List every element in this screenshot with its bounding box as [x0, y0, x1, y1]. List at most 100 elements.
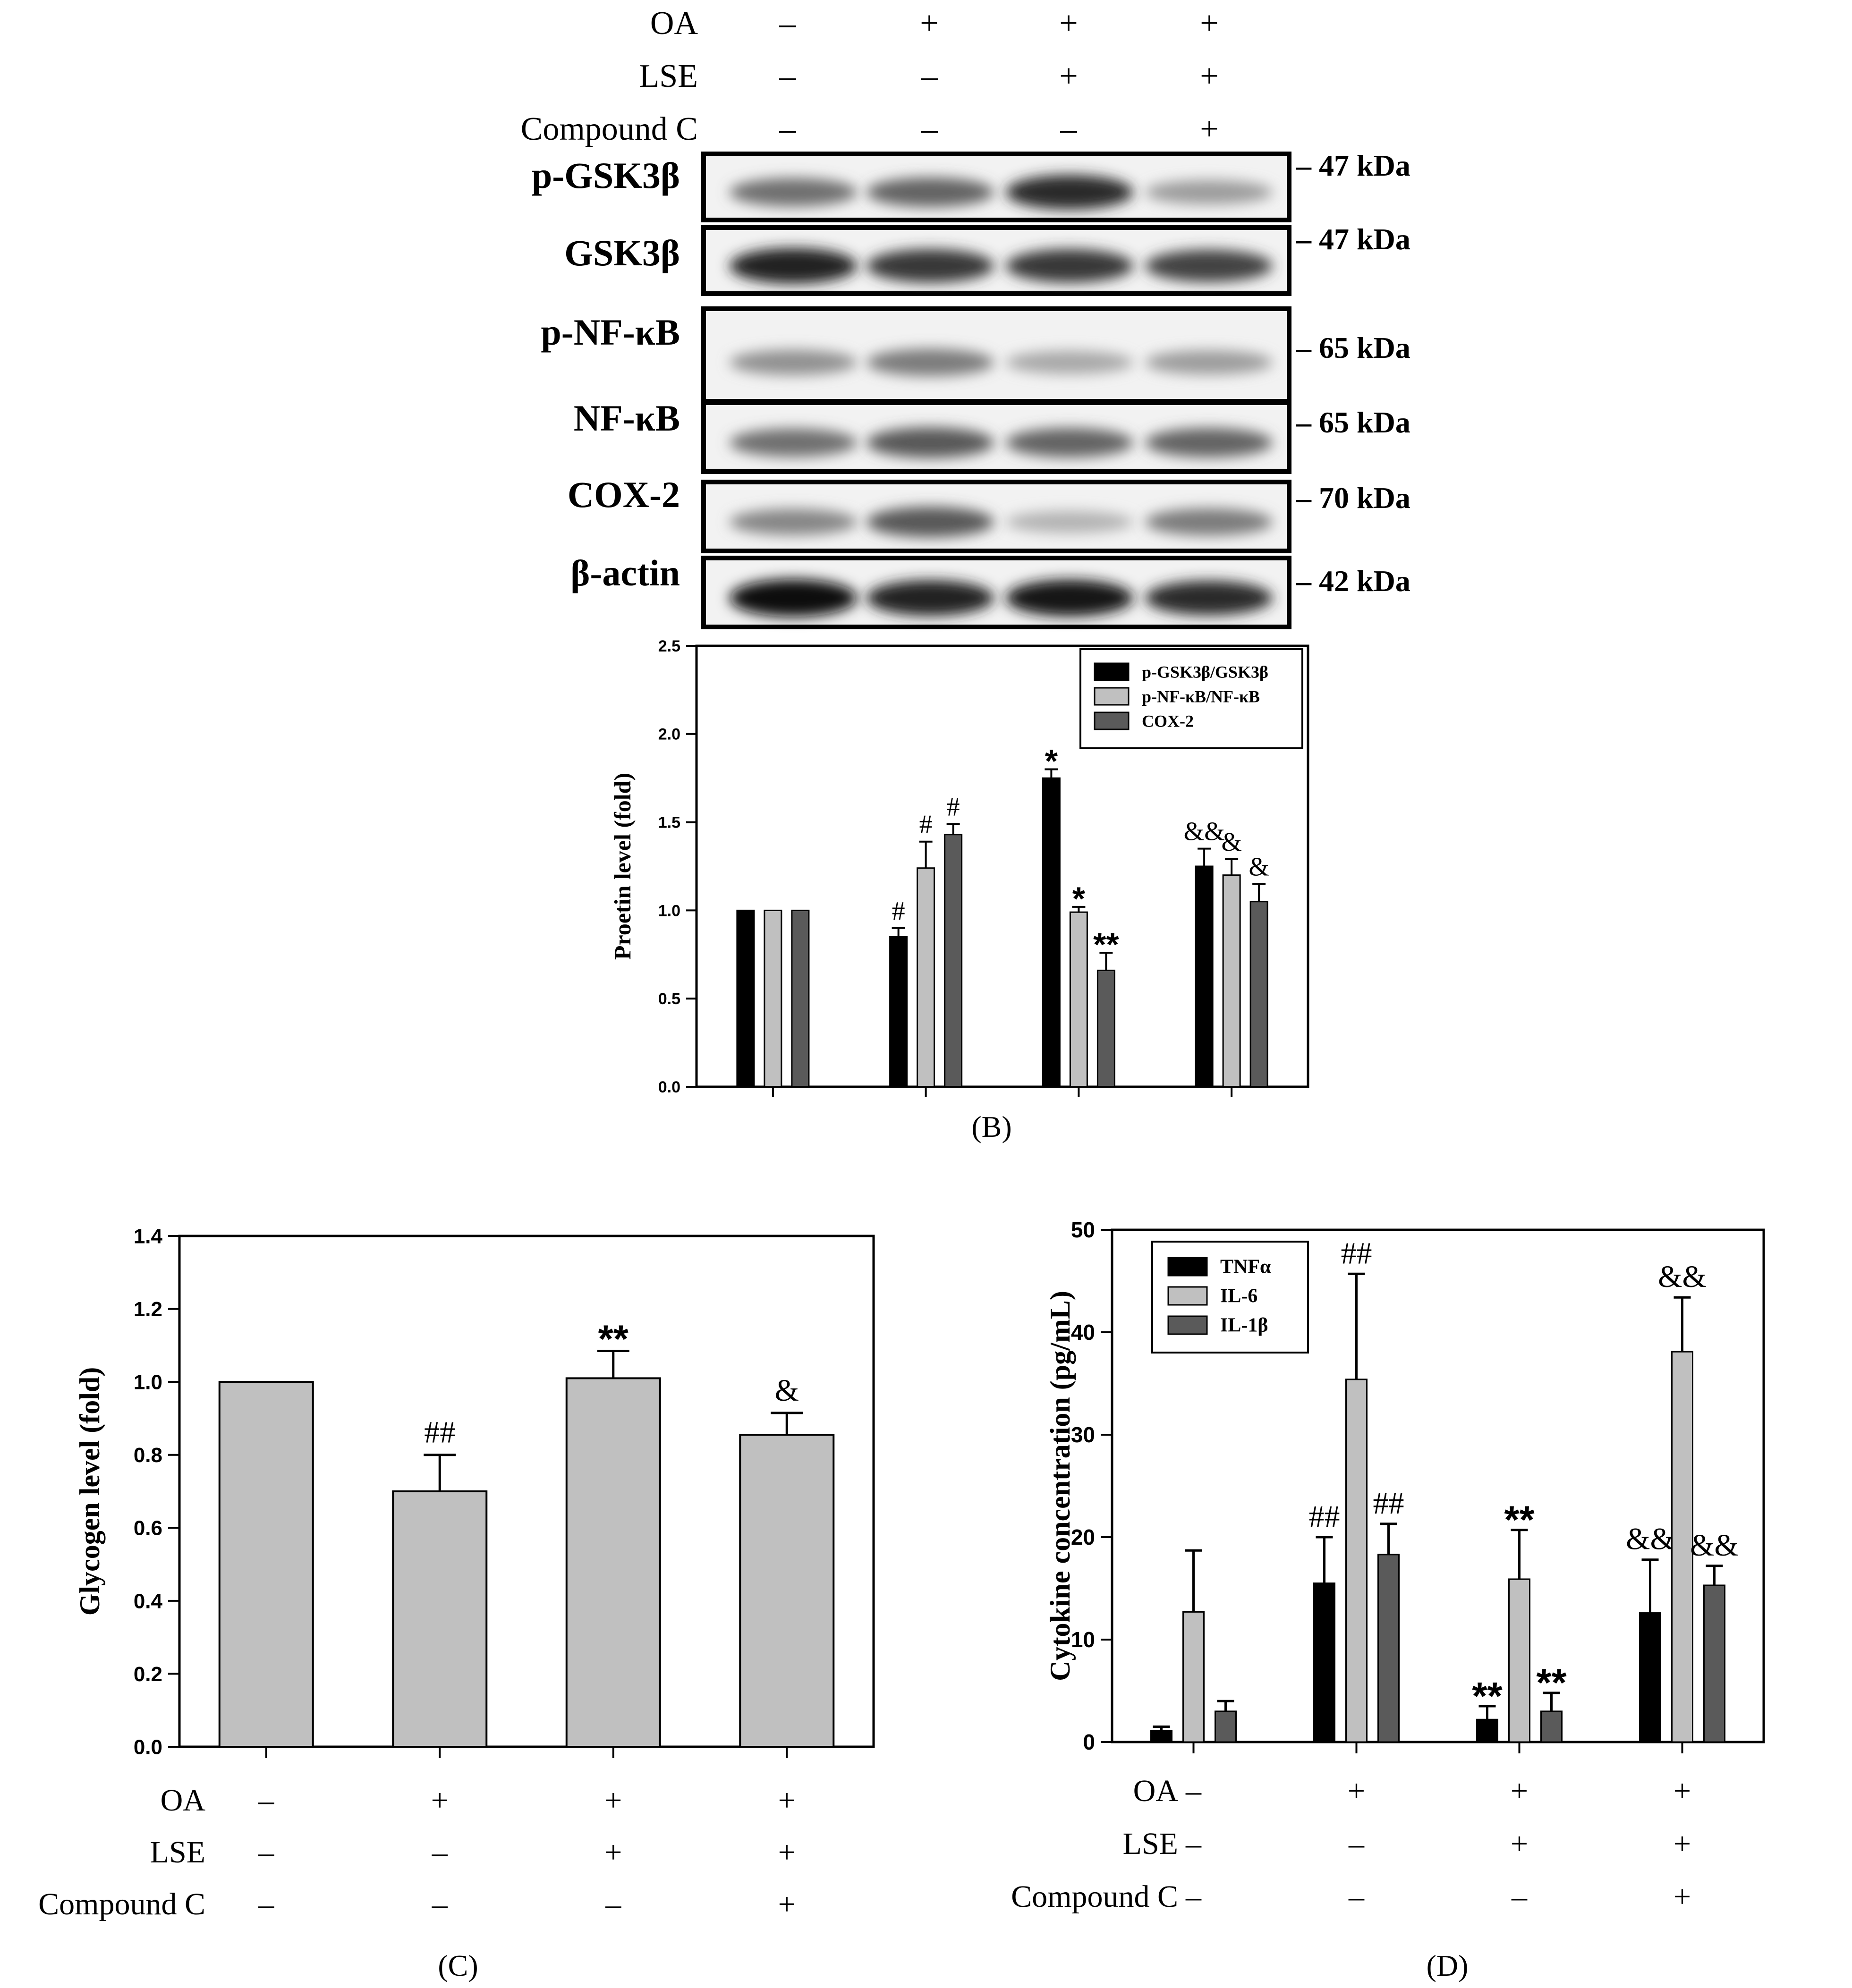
bar-2-1	[1377, 1554, 1400, 1743]
treatment-mark-2-2: –	[1511, 1879, 1528, 1914]
treatment-mark-0-1: +	[1348, 1774, 1365, 1808]
treatment-mark-1-3: +	[1674, 1827, 1691, 1861]
blot-row-p-GSK3β: p-GSK3β – 47 kDa	[532, 149, 1410, 222]
y-tick-label: 10	[1071, 1627, 1095, 1652]
bar-1-1	[1345, 1379, 1368, 1743]
treatment-mark-2-1: –	[1348, 1879, 1365, 1914]
significance-mark: &&	[1184, 817, 1225, 846]
treatment-mark-1-1: –	[1348, 1827, 1365, 1861]
band-label: COX-2	[568, 474, 680, 515]
treatment-label-0: OA	[161, 1783, 206, 1818]
treatment-mark-0-3: +	[1200, 5, 1218, 42]
bar-2-3	[1703, 1584, 1725, 1743]
y-tick-label: 40	[1071, 1320, 1095, 1345]
treatment-mark-2-1: –	[432, 1887, 448, 1921]
band-label: β-actin	[570, 552, 680, 593]
treatment-mark-1-2: +	[604, 1835, 622, 1870]
significance-mark: **	[1536, 1661, 1567, 1705]
treatment-label-1: LSE	[639, 58, 698, 94]
significance-mark: &&	[1626, 1522, 1674, 1557]
treatment-mark-1-3: +	[1200, 58, 1218, 94]
treatment-label-2: Compound C	[521, 111, 698, 147]
treatment-label-2: Compound C	[38, 1887, 205, 1921]
treatment-mark-0-2: +	[1511, 1774, 1528, 1808]
blot-band	[867, 580, 994, 616]
band-label: p-NF-κB	[541, 312, 680, 353]
significance-mark: **	[1093, 926, 1119, 963]
y-tick-label: 0.4	[134, 1590, 163, 1613]
blot-row-NF-κB: NF-κB – 65 kDa	[574, 398, 1410, 474]
blot-band	[867, 348, 994, 376]
bar-1-0	[1182, 1611, 1205, 1743]
significance-mark: &&	[1690, 1528, 1739, 1563]
treatment-mark-0-0: –	[1185, 1774, 1202, 1808]
significance-mark: **	[1472, 1675, 1503, 1718]
significance-mark: ##	[1341, 1236, 1372, 1270]
band-label: p-GSK3β	[532, 155, 680, 196]
bar-1-1	[917, 867, 935, 1088]
blot-band	[730, 178, 857, 207]
legend-label: p-NF-κB/NF-κB	[1142, 687, 1260, 706]
blot-band	[867, 507, 994, 537]
bar-0-1	[889, 936, 908, 1088]
bar-2-1	[944, 834, 963, 1088]
blot-band	[730, 248, 857, 284]
treatment-mark-1-0: –	[779, 58, 797, 94]
bar-0-3	[739, 1434, 835, 1748]
legend-swatch	[1094, 711, 1130, 730]
legend-label: COX-2	[1142, 712, 1194, 731]
bar-1-2	[1069, 911, 1088, 1088]
band-label: GSK3β	[564, 232, 680, 273]
bar-2-2	[1540, 1710, 1563, 1743]
bar-1-3	[1222, 874, 1241, 1088]
significance-mark: ##	[1309, 1499, 1340, 1534]
y-axis-title: Proetin level (fold)	[609, 773, 636, 960]
bar-0-3	[1639, 1612, 1661, 1743]
significance-mark: &&	[1658, 1260, 1707, 1294]
treatment-mark-2-2: –	[1060, 111, 1078, 147]
chart-b: 0.0 0.5 1.0 1.5 2.0 2.5 Proetin level (fold) # *…	[609, 637, 1309, 1143]
band-label: NF-κB	[574, 398, 680, 439]
treatment-mark-2-0: –	[1185, 1879, 1202, 1914]
significance-mark: &	[1249, 852, 1269, 881]
legend-label: p-GSK3β/GSK3β	[1142, 663, 1268, 682]
blot-band	[730, 349, 857, 375]
treatment-mark-0-3: +	[1674, 1774, 1691, 1808]
plot-frame	[695, 644, 1309, 1088]
y-tick-label: 30	[1071, 1422, 1095, 1447]
legend-swatch	[1094, 687, 1130, 706]
bar-0-2	[1042, 777, 1061, 1088]
y-tick-label: 0.0	[658, 1078, 680, 1096]
bar-1-3	[1671, 1351, 1693, 1743]
blot-band	[1006, 249, 1133, 283]
blot-band	[1006, 511, 1133, 533]
treatment-mark-1-3: +	[778, 1835, 796, 1870]
blot-row-COX-2: COX-2 – 70 kDa	[568, 474, 1410, 553]
chart-c: 0.0 0.2 0.4 0.6 0.8 1.0 1.2 1.4 Glycogen level (…	[38, 1225, 875, 1982]
legend-swatch	[1167, 1315, 1208, 1335]
significance-mark: #	[947, 792, 960, 821]
legend: TNFα IL-6 IL-1β	[1151, 1241, 1309, 1354]
y-tick-label: 20	[1071, 1525, 1095, 1549]
bar-2-0	[1215, 1710, 1237, 1743]
significance-mark: &	[1221, 828, 1242, 857]
treatment-mark-1-1: –	[432, 1835, 448, 1870]
bar-0-2	[1476, 1718, 1498, 1743]
bar-2-0	[791, 909, 810, 1088]
band-kda: – 47 kDa	[1296, 222, 1410, 256]
treatment-mark-0-1: +	[920, 5, 938, 42]
bar-0-3	[1195, 865, 1214, 1088]
treatment-mark-0-2: +	[1059, 5, 1078, 42]
treatment-mark-1-2: +	[1511, 1827, 1528, 1861]
legend-swatch	[1167, 1257, 1208, 1277]
band-kda: – 42 kDa	[1296, 564, 1410, 598]
y-tick-label: 50	[1071, 1218, 1095, 1242]
chart-d: 0 10 20 30 40 50 Cytokine concentration (pg/mL…	[1011, 1218, 1765, 1982]
y-tick-label: 1.4	[134, 1225, 163, 1248]
y-tick-label: 1.5	[658, 814, 680, 832]
blot-band	[867, 178, 994, 207]
significance-mark: ##	[1373, 1486, 1404, 1521]
treatment-label-0: OA	[650, 5, 698, 42]
legend: p-GSK3β/GSK3β p-NF-κB/NF-κB COX-2	[1079, 648, 1303, 749]
legend-label: TNFα	[1220, 1256, 1271, 1277]
